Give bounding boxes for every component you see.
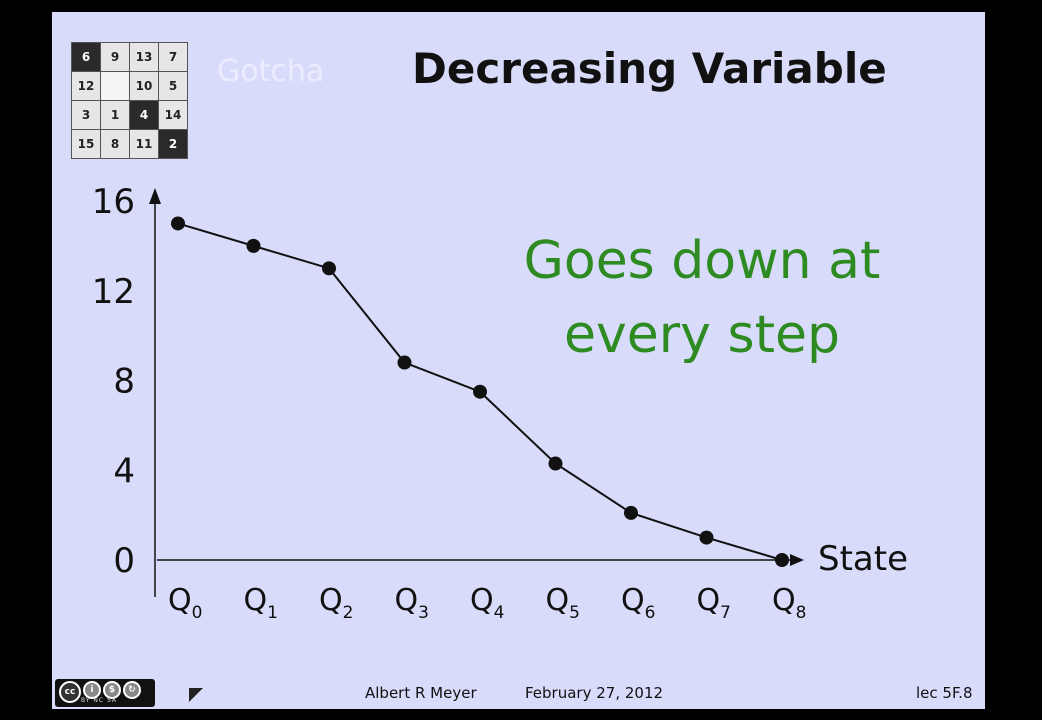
x-tick-subscript: 3 xyxy=(418,603,429,623)
x-tick-label: Q8 xyxy=(772,583,806,623)
x-tick-label: Q4 xyxy=(470,583,504,623)
x-tick-subscript: 0 xyxy=(192,603,203,623)
data-point xyxy=(398,356,412,370)
data-point xyxy=(775,553,789,567)
x-tick-base: Q xyxy=(546,583,570,618)
data-point xyxy=(624,506,638,520)
slide: 691371210531414158112 Gotcha Decreasing … xyxy=(52,12,985,709)
data-point xyxy=(171,216,185,230)
x-tick-subscript: 5 xyxy=(569,603,580,623)
x-axis-label: State xyxy=(818,539,908,579)
x-tick-subscript: 4 xyxy=(494,603,505,623)
callout-line-1: Goes down at xyxy=(502,224,902,298)
data-point xyxy=(473,385,487,399)
x-tick-label: Q5 xyxy=(546,583,580,623)
data-point xyxy=(549,457,563,471)
callout-line-2: every step xyxy=(502,298,902,372)
x-tick-subscript: 8 xyxy=(796,603,807,623)
callout-text: Goes down at every step xyxy=(502,224,902,372)
y-tick-label: 0 xyxy=(113,541,135,581)
x-tick-subscript: 2 xyxy=(343,603,354,623)
x-tick-subscript: 7 xyxy=(720,603,731,623)
license-text: BY NC SA xyxy=(81,697,117,704)
pointer-cursor-icon xyxy=(189,688,203,702)
x-tick-subscript: 6 xyxy=(645,603,656,623)
x-tick-label: Q6 xyxy=(621,583,655,623)
cc-icon: cc xyxy=(59,681,81,703)
y-tick-label: 8 xyxy=(113,362,135,402)
y-tick-label: 12 xyxy=(92,272,135,312)
y-tick-labels: 0 4 8 12 16 xyxy=(92,182,135,581)
footer-lecture: lec 5F.8 xyxy=(916,684,972,702)
x-tick-labels: Q0Q1Q2Q3Q4Q5Q6Q7Q8 xyxy=(168,583,806,623)
sharealike-icon: ↻ xyxy=(123,681,141,699)
x-tick-base: Q xyxy=(319,583,343,618)
x-axis-arrow-icon xyxy=(790,554,804,566)
footer-author: Albert R Meyer xyxy=(365,684,477,702)
x-tick-base: Q xyxy=(470,583,494,618)
y-tick-label: 4 xyxy=(113,451,135,491)
x-tick-base: Q xyxy=(621,583,645,618)
x-tick-label: Q1 xyxy=(244,583,278,623)
x-tick-base: Q xyxy=(395,583,419,618)
creative-commons-badge[interactable]: cc i $ ↻ BY NC SA xyxy=(55,679,155,707)
x-tick-base: Q xyxy=(772,583,796,618)
x-tick-base: Q xyxy=(697,583,721,618)
x-tick-base: Q xyxy=(168,583,192,618)
x-tick-subscript: 1 xyxy=(267,603,278,623)
x-tick-label: Q7 xyxy=(697,583,731,623)
y-axis-arrow-icon xyxy=(149,188,161,204)
data-point xyxy=(322,261,336,275)
data-point xyxy=(700,531,714,545)
y-tick-label: 16 xyxy=(92,182,135,222)
data-point xyxy=(247,239,261,253)
x-tick-label: Q3 xyxy=(395,583,429,623)
x-tick-label: Q2 xyxy=(319,583,353,623)
x-tick-base: Q xyxy=(244,583,268,618)
footer-date: February 27, 2012 xyxy=(525,684,663,702)
x-tick-label: Q0 xyxy=(168,583,202,623)
